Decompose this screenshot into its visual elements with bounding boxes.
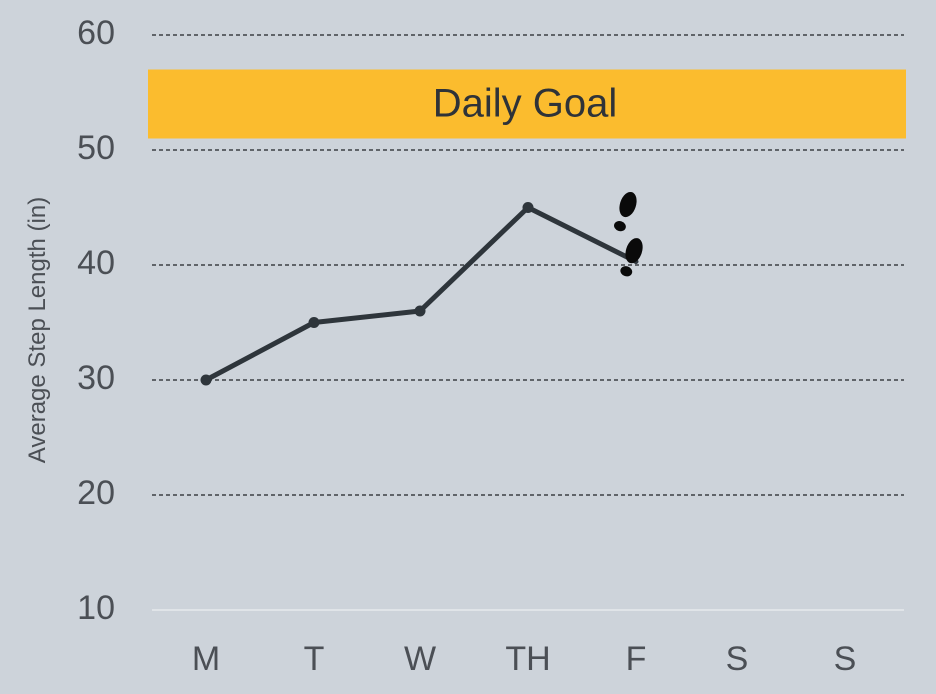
x-axis-categories: M T W TH F S S xyxy=(192,640,857,678)
x-category-label: TH xyxy=(505,640,550,678)
y-tick-label: 10 xyxy=(77,589,115,627)
x-category-label: S xyxy=(834,640,857,678)
data-point xyxy=(414,305,426,317)
series-polyline xyxy=(203,205,639,383)
y-tick-label: 60 xyxy=(77,14,115,52)
footprint-marks xyxy=(614,191,643,277)
daily-goal-band: Daily Goal xyxy=(148,69,906,139)
x-category-label: S xyxy=(726,640,749,678)
data-point xyxy=(522,202,534,213)
data-point xyxy=(308,317,320,328)
y-tick-label: 40 xyxy=(77,244,115,282)
data-point xyxy=(200,374,212,386)
gridlines xyxy=(152,34,904,611)
y-tick-label: 50 xyxy=(77,129,115,167)
x-category-label: F xyxy=(626,640,647,678)
y-axis-ticks: 10 20 30 40 50 60 xyxy=(77,14,115,627)
y-tick-label: 30 xyxy=(77,359,115,397)
x-category-label: M xyxy=(192,640,220,678)
daily-goal-label: Daily Goal xyxy=(433,82,618,126)
y-axis-title: Average Step Length (in) xyxy=(24,197,51,463)
daily-goal-bar xyxy=(148,69,906,139)
x-category-label: T xyxy=(304,640,325,678)
series-line xyxy=(200,202,639,386)
footprints-icon xyxy=(614,191,643,277)
y-tick-label: 20 xyxy=(77,474,115,512)
x-category-label: W xyxy=(404,640,436,678)
